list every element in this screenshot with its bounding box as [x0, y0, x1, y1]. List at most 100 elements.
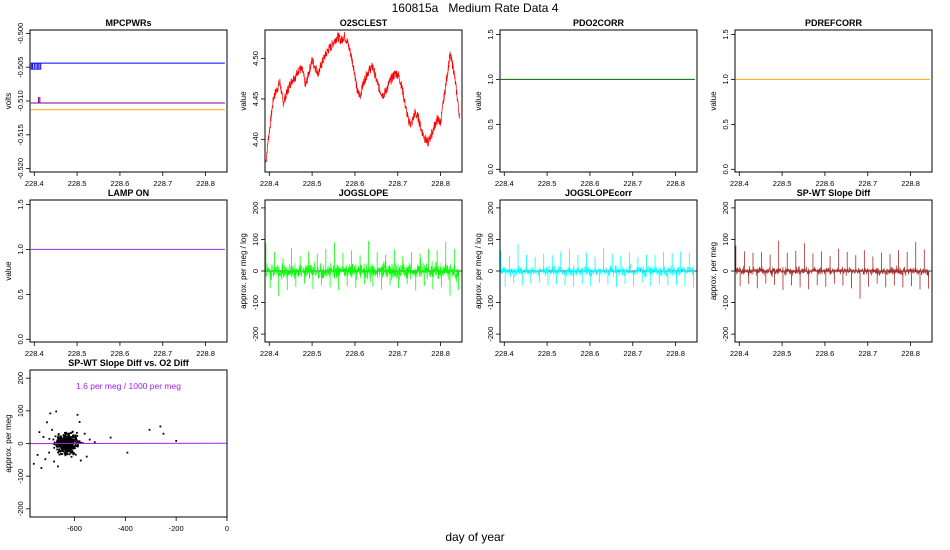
y-axis-label: approx. per meg: [4, 414, 13, 472]
x-tick-label: 228.8: [431, 349, 450, 358]
scatter-point: [71, 431, 74, 434]
scatter-point: [62, 450, 65, 453]
fit-annotation: 1.6 per meg / 1000 per meg: [76, 381, 181, 391]
scatter-point: [93, 441, 96, 444]
series-line: [265, 31, 461, 163]
scatter-point: [79, 459, 82, 462]
x-tick-label: 228.8: [196, 349, 215, 358]
y-tick-label: 0.0: [16, 334, 25, 344]
y-axis-label: value: [709, 91, 718, 111]
scatter-point: [80, 441, 82, 444]
scatter-point: [58, 449, 61, 452]
scatter-point: [72, 438, 75, 441]
scatter-point: [61, 439, 64, 442]
scatter-point: [55, 410, 58, 413]
scatter-point: [64, 449, 67, 452]
x-tick-label: 228.5: [538, 349, 557, 358]
x-tick-label: 228.6: [346, 349, 365, 358]
plot-area: [30, 410, 227, 469]
y-tick-label: 100: [251, 233, 260, 246]
x-tick-label: -400: [118, 524, 133, 533]
scatter-point: [62, 434, 65, 437]
series-line: [500, 264, 694, 278]
panel-title: JOGSLOPE: [339, 188, 389, 198]
scatter-point: [62, 444, 65, 447]
scatter-point: [68, 445, 71, 448]
y-tick-label: 1.5: [486, 29, 495, 39]
scatter-point: [75, 437, 78, 440]
y-tick-label: -100: [486, 295, 495, 310]
y-tick-label: 0.5: [486, 119, 495, 129]
x-tick-label: -600: [67, 524, 82, 533]
scatter-point: [58, 453, 61, 456]
x-tick-label: 228.8: [196, 179, 215, 188]
y-axis-label: approx. per meg / log: [239, 233, 248, 309]
scatter-point: [64, 454, 67, 457]
scatter-point: [67, 450, 70, 453]
scatter-point: [59, 441, 61, 443]
y-tick-label: -100: [721, 295, 730, 310]
x-tick-label: 228.7: [858, 349, 877, 358]
scatter-point: [71, 445, 73, 448]
x-tick-label: 228.6: [816, 179, 835, 188]
scatter-point: [59, 439, 62, 442]
y-tick-label: 1.5: [721, 29, 730, 39]
panel-title: PDO2CORR: [573, 18, 625, 28]
plot-area: [265, 241, 462, 296]
scatter-point: [109, 436, 112, 439]
scatter-point: [53, 446, 56, 449]
scatter-point: [68, 440, 71, 443]
x-tick-label: 228.6: [581, 349, 600, 358]
scatter-point: [75, 441, 78, 444]
panel-spwtslope: SP-WT Slope Diff 228.4 228.5 228.6 228.7 228.…: [709, 188, 933, 358]
y-tick-label: -0.500: [16, 23, 25, 44]
scatter-point: [61, 453, 63, 456]
y-axis-label: volts: [4, 93, 13, 109]
scatter-point: [76, 431, 78, 434]
scatter-point: [72, 440, 75, 443]
y-tick-label: 4.45: [251, 92, 260, 107]
scatter-point: [66, 450, 69, 453]
panel-jogslopecorr: JOGSLOPEcorr 228.4 228.5 228.6 228.7 228.8 -20…: [474, 188, 698, 358]
y-tick-label: -0.515: [16, 124, 25, 145]
x-tick-label: 228.5: [773, 179, 792, 188]
scatter-point: [67, 435, 69, 438]
scatter-point: [57, 433, 60, 435]
y-tick-label: 0.5: [16, 289, 25, 299]
scatter-point: [65, 431, 67, 434]
scatter-point: [64, 445, 67, 447]
scatter-point: [59, 437, 62, 439]
y-tick-label: -0.505: [16, 57, 25, 78]
y-tick-label: 0: [16, 441, 25, 445]
y-tick-label: 0.0: [721, 164, 730, 174]
x-tick-label: 228.8: [666, 349, 685, 358]
scatter-point: [70, 455, 73, 458]
scatter-point: [66, 447, 68, 450]
y-tick-label: 1.0: [16, 244, 25, 254]
scatter-point: [56, 439, 59, 442]
x-tick-label: 228.6: [346, 179, 365, 188]
scatter-point: [76, 445, 79, 448]
scatter-point: [57, 437, 59, 439]
scatter-point: [66, 443, 69, 446]
y-tick-label: 0: [486, 269, 495, 273]
series-line: [735, 265, 929, 277]
scatter-point: [54, 435, 57, 438]
scatter-point: [68, 436, 70, 439]
scatter-point: [73, 436, 75, 438]
panel-title: O2SCLEST: [340, 18, 388, 28]
scatter-point: [66, 433, 69, 435]
scatter-point: [77, 443, 79, 446]
scatter-point: [59, 446, 62, 449]
scatter-point: [64, 451, 67, 453]
x-tick-label: 228.4: [730, 349, 749, 358]
scatter-point: [46, 421, 48, 424]
y-tick-label: -100: [251, 295, 260, 310]
scatter-point: [126, 451, 129, 454]
scatter-point: [64, 448, 67, 450]
panel-pdo2corr: PDO2CORR 228.4 228.5 228.6 228.7 228.8 0.0 0.5 1…: [474, 18, 698, 188]
scatter-point: [64, 441, 66, 444]
panel-title: SP-WT Slope Diff vs. O2 Diff: [68, 358, 190, 368]
scatter-point: [70, 451, 72, 454]
